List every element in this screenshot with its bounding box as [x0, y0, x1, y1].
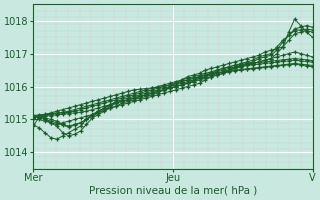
X-axis label: Pression niveau de la mer( hPa ): Pression niveau de la mer( hPa )	[89, 186, 257, 196]
